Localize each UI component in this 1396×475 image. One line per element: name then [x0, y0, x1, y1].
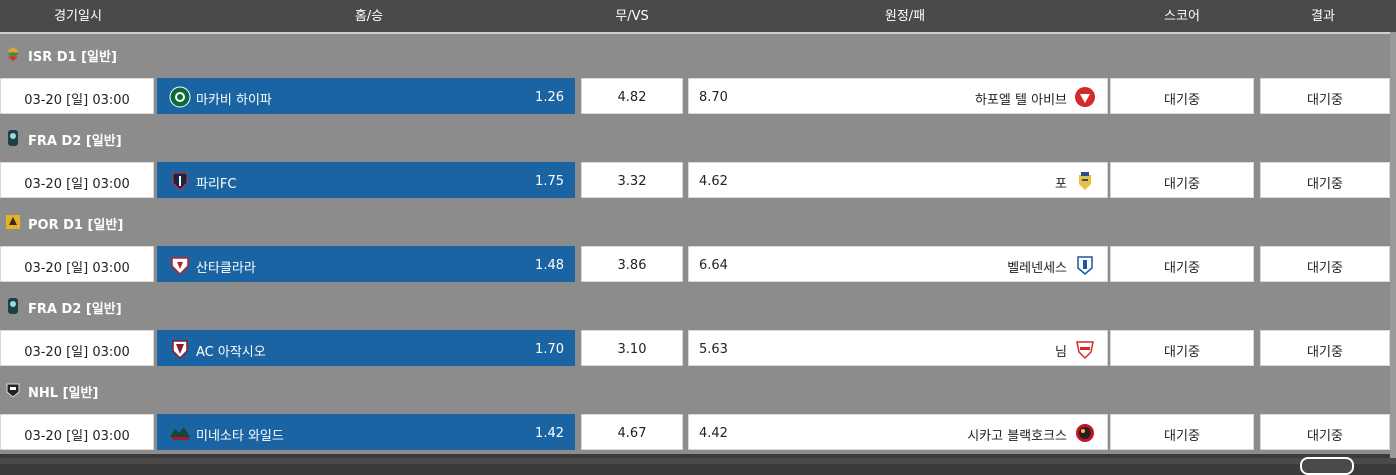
league-header: FRA D2 [일반] [0, 286, 1396, 326]
result-cell: 대기중 [1260, 330, 1390, 366]
home-bet-button[interactable]: 산타클라라 1.48 [157, 246, 575, 282]
table-header: 경기일시 홈/승 무/VS 원정/패 스코어 결과 [0, 0, 1396, 34]
home-bet-button[interactable]: AC 아작시오 1.70 [157, 330, 575, 366]
israel-league-icon [7, 47, 19, 61]
ligue2-icon [8, 298, 18, 314]
belenenses-crest-icon [1077, 256, 1093, 275]
away-odds: 8.70 [699, 90, 728, 105]
scroll-top-button[interactable] [1300, 457, 1354, 475]
match-row: 03-20 [일] 03:00 AC 아작시오 1.70 3.10 5.63 님… [0, 326, 1396, 370]
draw-bet-button[interactable]: 4.82 [581, 78, 683, 114]
league-header: POR D1 [일반] [0, 202, 1396, 242]
match-datetime: 03-20 [일] 03:00 [0, 78, 154, 114]
score-cell: 대기중 [1110, 414, 1254, 450]
away-bet-button[interactable]: 5.63 님 [688, 330, 1108, 366]
home-odds: 1.26 [535, 90, 564, 105]
home-bet-button[interactable]: 미네소타 와일드 1.42 [157, 414, 575, 450]
away-bet-button[interactable]: 6.64 벨레넨세스 [688, 246, 1108, 282]
match-datetime: 03-20 [일] 03:00 [0, 246, 154, 282]
header-home: 홈/승 [354, 9, 384, 24]
result-cell: 대기중 [1260, 162, 1390, 198]
santa-clara-crest-icon [171, 257, 189, 276]
draw-odds: 3.86 [617, 258, 647, 273]
header-result: 결과 [1311, 9, 1335, 24]
header-away: 원정/패 [884, 9, 926, 24]
header-score: 스코어 [1164, 9, 1200, 24]
ligue2-icon [8, 130, 18, 146]
result-cell: 대기중 [1260, 78, 1390, 114]
home-odds: 1.42 [535, 426, 564, 441]
away-odds: 5.63 [699, 342, 728, 357]
minnesota-wild-logo-icon [170, 427, 190, 440]
draw-odds: 4.67 [617, 426, 647, 441]
liga-portugal-icon [6, 215, 20, 229]
draw-bet-button[interactable]: 4.67 [581, 414, 683, 450]
match-row: 03-20 [일] 03:00 파리FC 1.75 3.32 4.62 포 대기… [0, 158, 1396, 202]
away-team-name: 님 [1055, 345, 1067, 360]
footer-bar [0, 458, 1396, 464]
home-bet-button[interactable]: 파리FC 1.75 [157, 162, 575, 198]
home-odds: 1.75 [535, 174, 564, 189]
home-team-name: 미네소타 와일드 [196, 429, 284, 444]
nimes-crest-icon [1076, 341, 1094, 360]
hapoel-tel-aviv-crest-icon [1075, 87, 1095, 107]
result-cell: 대기중 [1260, 414, 1390, 450]
chicago-blackhawks-logo-icon [1076, 424, 1094, 442]
match-datetime: 03-20 [일] 03:00 [0, 162, 154, 198]
away-odds: 4.42 [699, 426, 728, 441]
home-team-name: 마카비 하이파 [196, 93, 272, 108]
score-cell: 대기중 [1110, 246, 1254, 282]
ac-ajaccio-crest-icon [172, 340, 188, 360]
away-team-name: 벨레넨세스 [1007, 261, 1067, 276]
match-row: 03-20 [일] 03:00 산타클라라 1.48 3.86 6.64 벨레넨… [0, 242, 1396, 286]
league-header: FRA D2 [일반] [0, 118, 1396, 158]
header-draw: 무/VS [615, 9, 649, 24]
score-cell: 대기중 [1110, 78, 1254, 114]
league-header: NHL [일반] [0, 370, 1396, 410]
score-cell: 대기중 [1110, 162, 1254, 198]
home-team-name: 파리FC [196, 177, 237, 192]
draw-odds: 3.32 [617, 174, 647, 189]
away-odds: 4.62 [699, 174, 728, 189]
match-datetime: 03-20 [일] 03:00 [0, 330, 154, 366]
away-team-name: 포 [1055, 177, 1067, 192]
home-odds: 1.48 [535, 258, 564, 273]
match-datetime: 03-20 [일] 03:00 [0, 414, 154, 450]
draw-odds: 4.82 [617, 90, 647, 105]
match-row: 03-20 [일] 03:00 마카비 하이파 1.26 4.82 8.70 하… [0, 74, 1396, 118]
paris-fc-crest-icon [172, 172, 188, 191]
draw-bet-button[interactable]: 3.10 [581, 330, 683, 366]
league-header: ISR D1 [일반] [0, 34, 1396, 74]
home-team-name: AC 아작시오 [196, 345, 266, 360]
draw-bet-button[interactable]: 3.32 [581, 162, 683, 198]
away-odds: 6.64 [699, 258, 728, 273]
maccabi-haifa-crest-icon [169, 86, 191, 108]
scroll-edge [1390, 32, 1396, 464]
match-row: 03-20 [일] 03:00 미네소타 와일드 1.42 4.67 4.42 … [0, 410, 1396, 454]
draw-bet-button[interactable]: 3.86 [581, 246, 683, 282]
draw-odds: 3.10 [617, 342, 647, 357]
nhl-icon [6, 383, 20, 398]
pau-fc-crest-icon [1079, 172, 1091, 190]
away-bet-button[interactable]: 4.62 포 [688, 162, 1108, 198]
away-bet-button[interactable]: 4.42 시카고 블랙호크스 [688, 414, 1108, 450]
away-team-name: 하포엘 텔 아비브 [975, 93, 1067, 108]
score-cell: 대기중 [1110, 330, 1254, 366]
away-bet-button[interactable]: 8.70 하포엘 텔 아비브 [688, 78, 1108, 114]
away-team-name: 시카고 블랙호크스 [967, 429, 1067, 444]
header-date: 경기일시 [54, 9, 102, 24]
home-odds: 1.70 [535, 342, 564, 357]
home-bet-button[interactable]: 마카비 하이파 1.26 [157, 78, 575, 114]
result-cell: 대기중 [1260, 246, 1390, 282]
home-team-name: 산타클라라 [196, 261, 256, 276]
